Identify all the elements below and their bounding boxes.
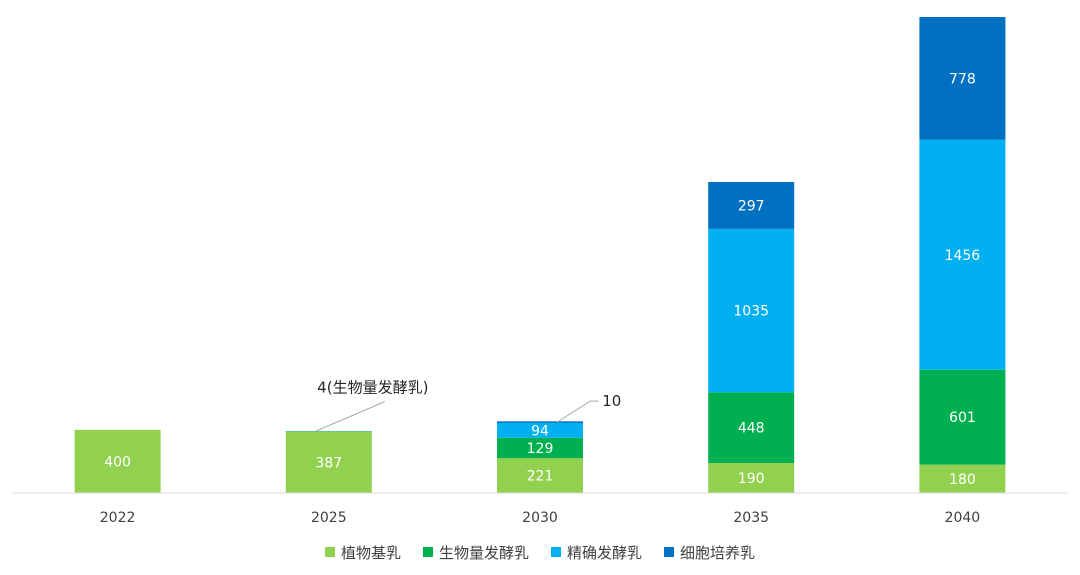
bar-segment [919, 369, 1006, 465]
chart-legend: 植物基乳 生物量发酵乳 精确发酵乳 细胞培养乳 [0, 540, 1080, 564]
bar-segment [919, 17, 1006, 140]
legend-item: 细胞培养乳 [664, 542, 755, 563]
legend-swatch [551, 547, 561, 557]
bar-segment [497, 422, 583, 438]
x-tick-label: 2025 [311, 510, 347, 526]
data-label: 448 [738, 421, 765, 437]
bar-segment [497, 437, 583, 459]
bar-segment [708, 228, 795, 393]
data-label: 387 [315, 455, 342, 471]
annotation-leader-line [556, 400, 599, 423]
data-label: 94 [531, 423, 549, 439]
data-label: 180 [949, 472, 976, 488]
legend-swatch [324, 547, 335, 557]
bar-segment [708, 463, 795, 493]
data-label: 129 [527, 441, 554, 457]
data-label: 190 [738, 471, 765, 487]
bar-segment [285, 431, 372, 432]
annotation-label: 10 [602, 392, 621, 410]
bar-segment [74, 429, 161, 493]
legend-label: 细胞培养乳 [680, 543, 756, 562]
x-tick-label: 2030 [522, 510, 558, 526]
legend-swatch [664, 547, 675, 557]
data-label: 400 [104, 454, 131, 470]
data-label: 601 [949, 410, 976, 426]
legend-label: 植物基乳 [340, 543, 401, 562]
legend-swatch [422, 547, 433, 557]
x-tick-label: 2022 [100, 510, 136, 526]
bar-segment [919, 464, 1006, 493]
bar-segment [497, 458, 583, 493]
bar-segment [497, 421, 583, 423]
data-label: 1035 [733, 304, 769, 320]
legend-label: 生物量发酵乳 [438, 543, 529, 562]
bar-segment [708, 181, 795, 229]
legend-label: 精确发酵乳 [567, 543, 643, 562]
data-label: 1456 [945, 248, 981, 264]
bar-segment [708, 392, 795, 464]
annotation-leader-line [314, 401, 385, 433]
x-tick-label: 2035 [733, 510, 769, 526]
bar-segment [919, 139, 1006, 370]
legend-item: 生物量发酵乳 [422, 542, 529, 563]
annotation-label: 4(生物量发酵乳) [317, 379, 428, 397]
legend-item: 精确发酵乳 [551, 542, 642, 563]
data-label: 297 [738, 198, 765, 214]
bar-segment [285, 431, 372, 493]
data-label: 221 [527, 469, 554, 485]
legend-item: 植物基乳 [324, 542, 401, 563]
x-tick-label: 2040 [945, 510, 981, 526]
data-label: 778 [949, 71, 976, 87]
